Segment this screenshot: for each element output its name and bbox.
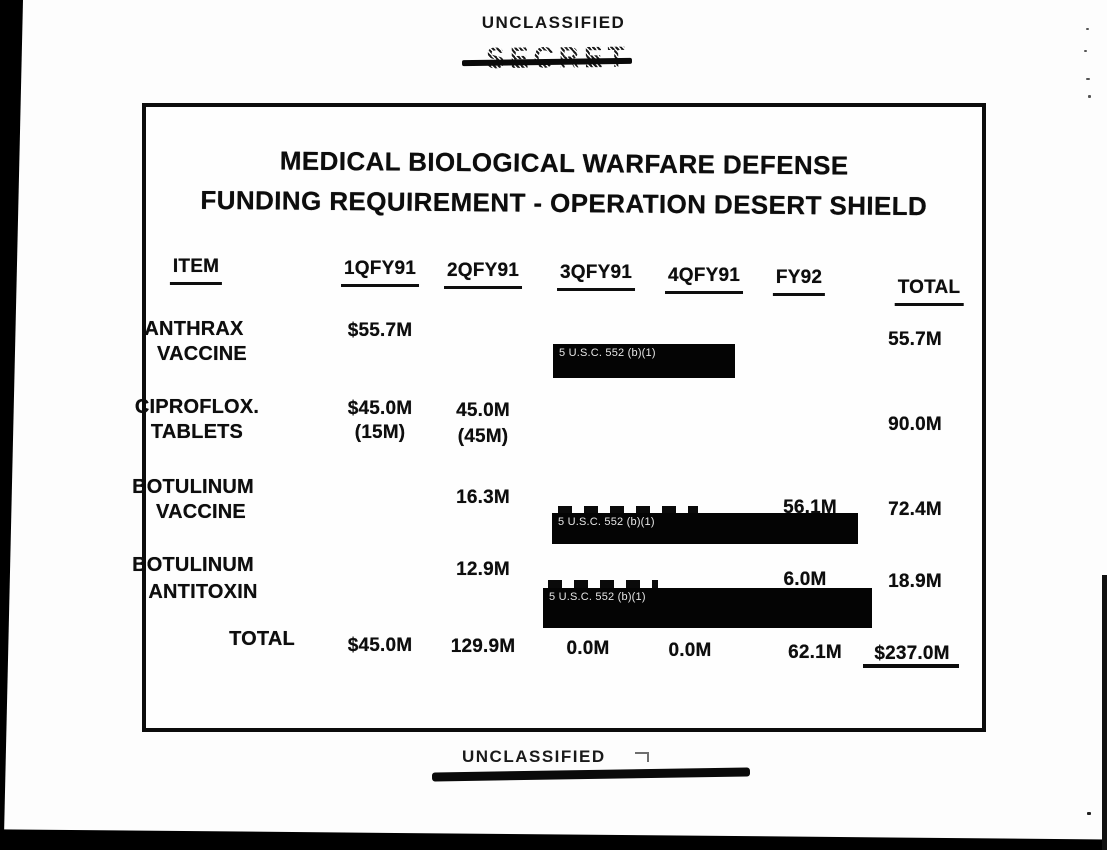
total-row-fy92: 62.1M: [788, 642, 842, 663]
scan-speck: [1086, 78, 1090, 80]
column-header-4qfy91: 4QFY91: [665, 265, 743, 294]
grand-total-underline: [863, 664, 959, 668]
total-row-3qfy91: 0.0M: [566, 638, 610, 659]
stamp-artifact: [635, 752, 649, 762]
top-classification-banner: UNCLASSIFIED: [481, 13, 626, 32]
row-ciproflox-name-line2: TABLETS: [150, 421, 244, 443]
document-title-line2: FUNDING REQUIREMENT - OPERATION DESERT S…: [200, 184, 928, 222]
scan-speck: [1086, 28, 1089, 30]
scan-edge-right: [1102, 575, 1107, 850]
row-antitoxin-fy92: 6.0M: [783, 569, 827, 590]
redaction-box-anthrax: 5 U.S.C. 552 (b)(1): [553, 344, 735, 378]
redacted-text-remnant: [548, 580, 658, 588]
document-title: MEDICAL BIOLOGICAL WARFARE DEFENSE FUNDI…: [146, 139, 983, 226]
scan-speck: [1084, 50, 1087, 52]
bottom-classification-banner: UNCLASSIFIED: [462, 747, 606, 766]
row-botvaccine-fy92: 56.1M: [783, 497, 837, 518]
row-antitoxin-name-line2: ANTITOXIN: [148, 581, 258, 603]
row-ciproflox-name-line1: CIPROFLOX.: [134, 396, 260, 418]
scan-speck: [1088, 95, 1091, 98]
bottom-stamp-strike-bar: [431, 767, 751, 782]
row-botvaccine-name-line1: BOTULINUM: [132, 476, 254, 498]
row-antitoxin-name-line1: BOTULINUM: [132, 554, 254, 576]
row-anthrax-2qfy91: $55.7M: [347, 320, 413, 341]
row-antitoxin-total: 18.9M: [888, 571, 942, 592]
total-row-grand-total: $237.0M: [874, 643, 950, 664]
redacted-text-remnant: [558, 506, 698, 514]
row-ciproflox-2qfy91: 45.0M: [456, 400, 510, 421]
row-ciproflox-1qfy91-qty: (15M): [354, 422, 406, 443]
redaction-box-botvaccine: 5 U.S.C. 552 (b)(1): [552, 513, 858, 544]
column-header-item: ITEM: [169, 256, 223, 285]
row-ciproflox-1qfy91: $45.0M: [347, 398, 413, 419]
table-frame: MEDICAL BIOLOGICAL WARFARE DEFENSE FUNDI…: [132, 103, 986, 732]
row-botvaccine-name-line2: VACCINE: [156, 501, 246, 523]
row-ciproflox-2qfy91-qty: (45M): [457, 426, 509, 447]
row-ciproflox-total: 90.0M: [888, 414, 942, 435]
row-antitoxin-2qfy91: 12.9M: [456, 559, 510, 580]
scan-edge-left: [0, 0, 23, 850]
column-header-fy92: FY92: [772, 267, 826, 296]
total-row-label: TOTAL: [229, 628, 295, 650]
row-anthrax-total: 55.7M: [888, 329, 942, 350]
row-botvaccine-2qfy91: 16.3M: [456, 487, 510, 508]
row-anthrax-name-line2: VACCINE: [157, 343, 247, 365]
column-header-1qfy91: 1QFY91: [341, 258, 419, 287]
redaction-box-antitoxin: 5 U.S.C. 552 (b)(1): [543, 588, 872, 628]
row-botvaccine-total: 72.4M: [888, 499, 942, 520]
total-row-4qfy91: 0.0M: [668, 640, 712, 661]
row-anthrax-name-line1: ANTHRAX: [144, 318, 244, 340]
column-header-total: TOTAL: [894, 277, 964, 306]
total-row-2qfy91: 129.9M: [450, 636, 516, 657]
column-header-2qfy91: 2QFY91: [444, 260, 522, 289]
scan-speck: [1087, 812, 1091, 815]
column-header-3qfy91: 3QFY91: [557, 262, 635, 291]
scan-edge-bottom: [0, 829, 1107, 850]
total-row-1qfy91: $45.0M: [347, 635, 413, 656]
